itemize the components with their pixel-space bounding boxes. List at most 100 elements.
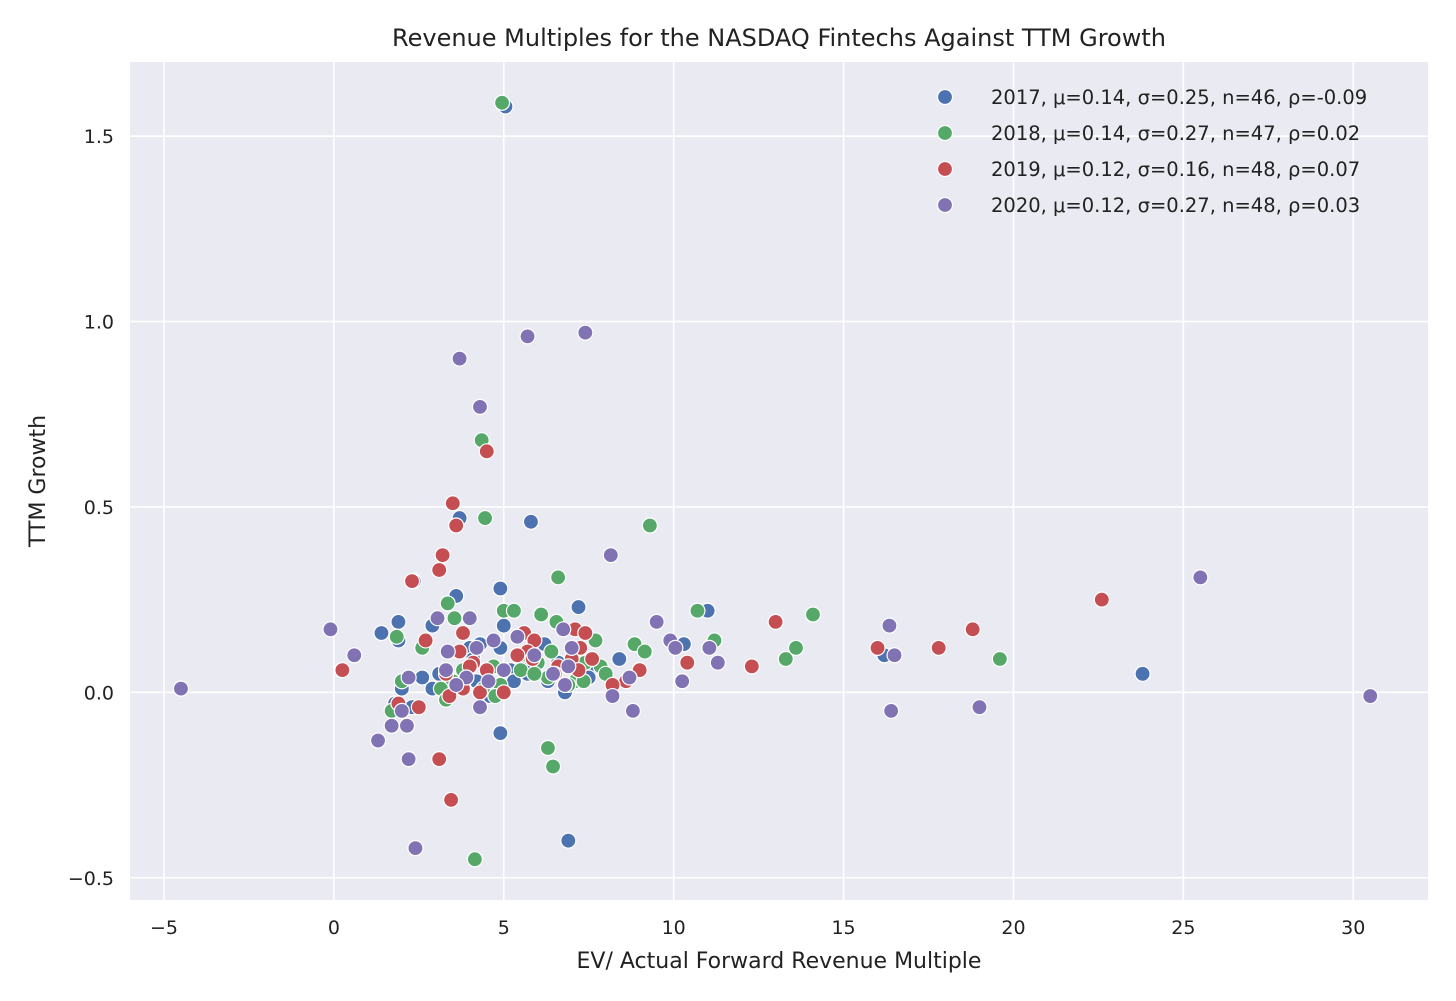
data-point-2019 — [431, 750, 448, 768]
data-point-2020 — [429, 610, 446, 627]
data-point-2018 — [543, 643, 560, 660]
legend-marker-2019 — [936, 160, 954, 178]
data-point-2020 — [471, 398, 489, 415]
data-point-2019 — [869, 639, 886, 656]
data-point-2020 — [886, 647, 903, 664]
data-point-2020 — [383, 717, 400, 734]
data-point-2020 — [172, 680, 190, 697]
data-point-2020 — [400, 750, 417, 768]
data-point-2019 — [930, 639, 947, 656]
data-point-2019 — [448, 517, 465, 534]
legend-label-2019: 2019, μ=0.12, σ=0.16, n=48, ρ=0.07 — [991, 158, 1360, 181]
gridlines — [130, 62, 1428, 900]
data-point-2019 — [434, 547, 451, 564]
data-point-2020 — [480, 673, 497, 690]
data-point-2019 — [403, 573, 421, 590]
data-point-2020 — [563, 639, 580, 656]
data-point-2018 — [544, 758, 562, 775]
y-tick-label: 0.5 — [84, 497, 114, 519]
y-tick-label: 1.0 — [84, 312, 114, 334]
data-point-2020 — [1192, 569, 1209, 586]
data-point-2020 — [519, 328, 536, 345]
y-tick-label: 1.5 — [84, 126, 114, 148]
data-point-2019 — [417, 632, 434, 649]
data-point-2020 — [544, 665, 562, 682]
data-point-2018 — [512, 662, 529, 679]
y-tick-label: −0.5 — [68, 868, 114, 890]
data-point-2020 — [560, 658, 577, 675]
data-point-2019 — [964, 621, 981, 638]
data-point-2019 — [495, 684, 512, 701]
data-point-2017 — [495, 617, 512, 634]
data-point-2018 — [777, 650, 794, 668]
data-point-2017 — [492, 580, 509, 597]
data-point-2020 — [471, 699, 489, 716]
data-point-2019 — [743, 658, 760, 675]
data-point-2020 — [971, 699, 988, 716]
data-point-2018 — [505, 602, 523, 619]
data-point-2018 — [787, 639, 805, 656]
data-point-2019 — [478, 443, 495, 460]
x-tick-label: 10 — [662, 917, 686, 939]
data-point-2020 — [400, 669, 417, 686]
plot-area — [130, 62, 1428, 900]
legend-label-2018: 2018, μ=0.14, σ=0.27, n=47, ρ=0.02 — [991, 122, 1360, 145]
data-point-2019 — [584, 650, 601, 668]
data-point-2020 — [448, 676, 465, 694]
data-point-2018 — [493, 94, 511, 111]
data-point-2020 — [393, 702, 410, 719]
legend-marker-2020 — [936, 196, 954, 214]
legend-label-2017: 2017, μ=0.14, σ=0.25, n=46, ρ=-0.09 — [991, 86, 1367, 109]
data-point-2020 — [468, 639, 485, 656]
data-point-2019 — [1093, 591, 1110, 608]
data-point-2019 — [679, 654, 696, 671]
data-point-2017 — [1134, 665, 1151, 682]
legend: 2017, μ=0.14, σ=0.25, n=46, ρ=-0.09 2018,… — [936, 86, 1367, 217]
data-point-2020 — [621, 669, 638, 686]
x-axis-label: EV/ Actual Forward Revenue Multiple — [577, 949, 982, 974]
data-point-2019 — [334, 662, 351, 679]
data-point-2020 — [439, 643, 456, 660]
data-point-2020 — [369, 732, 387, 749]
data-point-2020 — [555, 621, 572, 638]
data-point-2018 — [388, 628, 405, 645]
data-point-2019 — [443, 791, 460, 808]
data-point-2020 — [322, 621, 339, 638]
data-point-2017 — [522, 513, 540, 530]
data-point-2020 — [624, 702, 641, 719]
data-point-2019 — [431, 561, 448, 579]
legend-marker-2018 — [936, 124, 954, 142]
data-point-2020 — [602, 547, 619, 564]
data-point-2017 — [373, 624, 390, 642]
data-point-2018 — [533, 606, 550, 623]
y-axis-ticks: −0.5 0.0 0.5 1.0 1.5 — [68, 126, 114, 890]
x-tick-label: 30 — [1341, 917, 1365, 939]
data-point-2020 — [451, 350, 468, 367]
data-point-2019 — [444, 495, 461, 512]
data-point-2018 — [439, 595, 456, 612]
data-point-2020 — [701, 639, 718, 656]
x-tick-label: 20 — [1001, 917, 1025, 939]
data-point-2019 — [767, 613, 784, 631]
data-point-2018 — [804, 606, 822, 623]
data-point-2018 — [539, 739, 557, 757]
y-tick-label: 0.0 — [84, 682, 114, 704]
data-point-2020 — [883, 702, 900, 719]
x-tick-label: 25 — [1171, 917, 1195, 939]
data-point-2020 — [556, 676, 574, 694]
data-point-2017 — [560, 832, 577, 849]
data-point-2019 — [410, 699, 427, 716]
data-point-2020 — [709, 654, 726, 671]
data-point-2018 — [636, 643, 653, 660]
data-point-2018 — [550, 569, 567, 586]
data-point-2017 — [611, 650, 628, 668]
data-point-2020 — [437, 662, 455, 679]
data-point-2018 — [641, 517, 658, 534]
y-axis-label: TTM Growth — [26, 415, 51, 548]
data-point-2017 — [492, 725, 509, 742]
data-point-2020 — [526, 647, 543, 664]
data-point-2020 — [1362, 687, 1379, 705]
x-tick-label: −5 — [150, 917, 178, 939]
data-points — [172, 94, 1379, 868]
